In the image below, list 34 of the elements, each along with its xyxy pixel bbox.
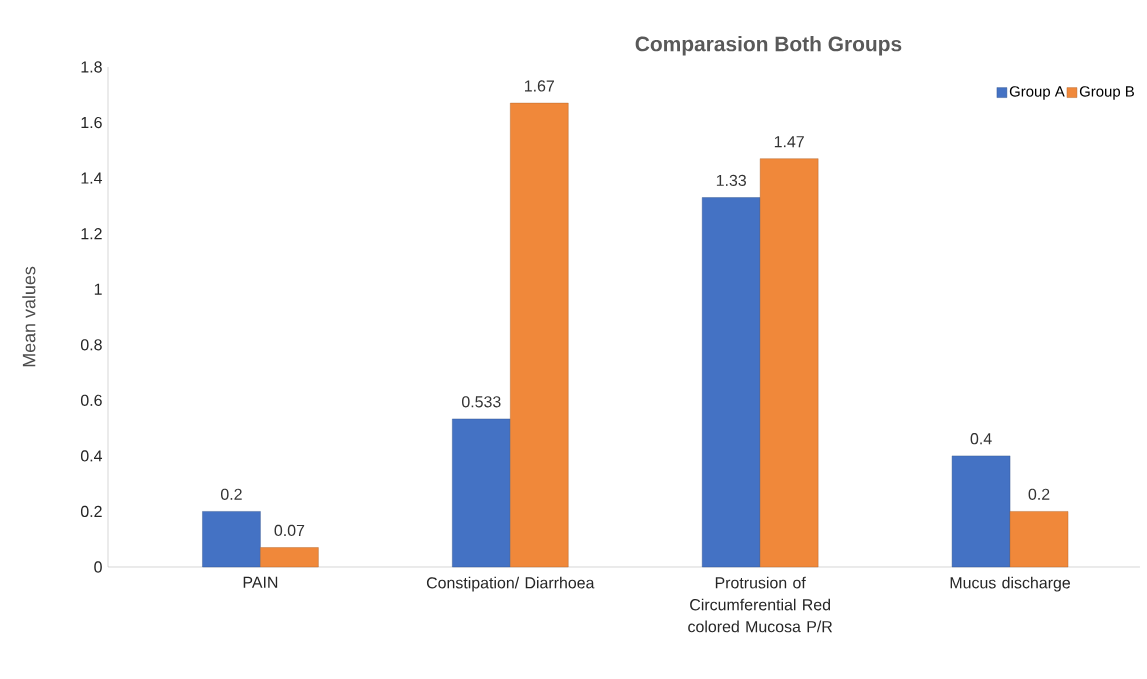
bar (260, 547, 319, 568)
y-tick-label: 1 (94, 283, 102, 295)
x-tick-label: PAIN (243, 576, 278, 588)
y-tick-label: 1.2 (81, 228, 102, 240)
y-tick-label: 0.2 (80, 505, 102, 518)
y-tick-label: 1.4 (81, 172, 103, 184)
bar (951, 455, 1011, 568)
data-label: 0.2 (1028, 488, 1050, 500)
data-label: 0.07 (274, 524, 305, 537)
data-label: 1.47 (774, 136, 804, 148)
data-label: 0.2 (220, 488, 242, 500)
legend-label: Group B (1079, 86, 1134, 100)
y-tick-label: 1.8 (81, 61, 102, 73)
legend-label: Group A (1009, 86, 1065, 100)
bar (510, 102, 569, 568)
y-tick-label: 0.4 (80, 450, 103, 462)
data-label: 1.67 (524, 80, 554, 92)
data-label: 1.33 (716, 174, 746, 187)
x-tick-label: Constipation/ Diarrhoea (426, 576, 595, 592)
y-tick-label: 0.8 (80, 339, 102, 351)
bar (759, 158, 819, 568)
y-tick-label: 0.6 (80, 394, 102, 406)
data-label: 0.533 (462, 396, 501, 408)
y-tick-label: 1.6 (81, 116, 102, 129)
bar (702, 197, 761, 568)
data-label: 0.4 (970, 433, 992, 445)
y-axis-title: Mean values (22, 266, 36, 367)
x-tick-label: Mucus discharge (950, 576, 1070, 592)
y-tick-label: 0 (94, 561, 102, 573)
bar (202, 511, 261, 568)
chart-title: Comparasion Both Groups (635, 36, 902, 56)
bar (1009, 511, 1069, 568)
x-tick-label: Protrusion of Circumferential Red colored Mucosa P/R (688, 576, 833, 633)
bar (452, 418, 511, 568)
